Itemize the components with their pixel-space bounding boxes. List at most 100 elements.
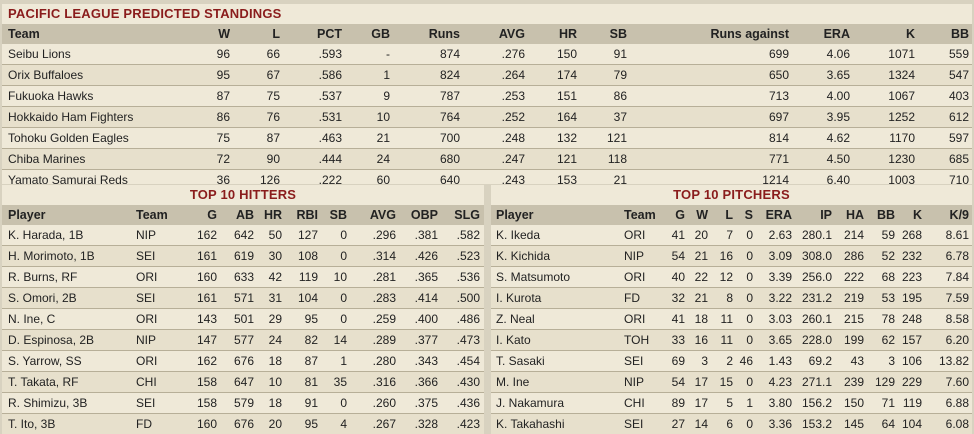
hitters-cell[interactable]: T. Takata, RF [8,375,79,389]
pitchers-row: Z. Neal ORI 41 18 11 0 3.03 260.1 215 78 248 8.58 [491,308,972,329]
pitchers-cell: 32 [671,291,685,305]
standings-cell: 3.65 [826,68,850,82]
pitchers-cell: 43 [850,354,864,368]
standings-cell: 86 [216,110,230,124]
pitchers-col-header[interactable]: K [912,208,922,222]
pitchers-col-header[interactable]: HA [845,208,864,222]
pitchers-col-header[interactable]: K/9 [949,208,969,222]
hitters-cell: .381 [414,228,438,242]
standings-cell[interactable]: Hokkaido Ham Fighters [8,110,134,124]
standings-col-header[interactable]: L [272,27,280,41]
standings-col-header[interactable]: W [218,27,230,41]
standings-cell[interactable]: Seibu Lions [8,47,71,61]
standings-cell[interactable]: Orix Buffaloes [8,68,84,82]
pitchers-cell: SEI [624,354,644,368]
hitters-col-header[interactable]: Player [8,208,46,222]
hitters-cell[interactable]: R. Burns, RF [8,270,78,284]
hitters-cell: .436 [456,396,480,410]
hitters-col-header[interactable]: AB [235,208,254,222]
standings-col-header[interactable]: Team [8,27,40,41]
pitchers-cell: 7.60 [945,375,969,389]
hitters-cell[interactable]: D. Espinosa, 2B [8,333,95,347]
pitchers-cell[interactable]: I. Kurota [496,291,542,305]
pitchers-cell: 68 [881,270,895,284]
hitters-cell: 162 [196,228,217,242]
hitters-cell[interactable]: S. Omori, 2B [8,291,77,305]
hitters-cell: 4 [340,417,347,431]
pitchers-cell: 0 [746,270,753,284]
hitters-col-header[interactable]: SB [329,208,347,222]
pitchers-cell: 33 [671,333,685,347]
pitchers-cell: 21 [694,249,708,263]
hitters-col-header[interactable]: AVG [369,208,396,222]
standings-col-header[interactable]: GB [371,27,390,41]
pitchers-cell: 2 [726,354,733,368]
pitchers-cell[interactable]: I. Kato [496,333,531,347]
pitchers-cell[interactable]: K. Ikeda [496,228,541,242]
standings-col-header[interactable]: K [905,27,915,41]
hitters-cell[interactable]: H. Morimoto, 1B [8,249,95,263]
hitters-title: TOP 10 HITTERS [189,187,297,202]
hitters-cell: 95 [304,312,318,326]
pitchers-col-header[interactable]: G [675,208,685,222]
hitters-cell: 162 [196,354,217,368]
hitters-cell: NIP [136,333,157,347]
hitters-cell[interactable]: T. Ito, 3B [8,417,56,431]
standings-col-header[interactable]: PCT [317,27,342,41]
standings-cell[interactable]: Chiba Marines [8,152,86,166]
hitters-col-header[interactable]: Team [136,208,168,222]
pitchers-col-header[interactable]: S [744,208,753,222]
pitchers-col-header[interactable]: ERA [765,208,792,222]
standings-col-header[interactable]: SB [609,27,627,41]
hitters-cell: 0 [340,396,347,410]
pitchers-col-header[interactable]: Team [624,208,656,222]
pitchers-cell: 3.09 [768,249,792,263]
pitchers-col-header[interactable]: IP [820,208,832,222]
standings-col-header[interactable]: AVG [498,27,525,41]
pitchers-cell: CHI [624,396,645,410]
hitters-cell[interactable]: R. Shimizu, 3B [8,396,88,410]
standings-col-header[interactable]: Runs against [710,27,790,41]
hitters-col-header[interactable]: G [207,208,217,222]
pitchers-cell[interactable]: M. Ine [496,375,530,389]
pitchers-cell: 214 [843,228,864,242]
standings-col-header[interactable]: HR [558,27,577,41]
standings-col-header[interactable]: BB [950,27,969,41]
standings-cell: 153 [556,173,577,187]
standings-cell[interactable]: Yamato Samurai Reds [8,173,128,187]
pitchers-cell[interactable]: S. Matsumoto [496,270,571,284]
pitchers-cell[interactable]: Z. Neal [496,312,535,326]
hitters-cell[interactable]: N. Ine, C [8,312,56,326]
pitchers-col-header[interactable]: Player [496,208,534,222]
hitters-col-header[interactable]: OBP [410,208,438,222]
standings-cell[interactable]: Fukuoka Hawks [8,89,94,103]
hitters-cell: .582 [456,228,480,242]
pitchers-col-header[interactable]: BB [876,208,895,222]
pitchers-cell: 3.80 [768,396,792,410]
hitters-cell[interactable]: K. Harada, 1B [8,228,84,242]
pitchers-cell: ORI [624,270,646,284]
pitchers-col-header[interactable]: L [725,208,733,222]
pitchers-cell[interactable]: T. Sasaki [496,354,545,368]
hitters-col-header[interactable]: RBI [296,208,318,222]
pitchers-cell: 248 [901,312,922,326]
pitchers-title: TOP 10 PITCHERS [673,187,790,202]
pitchers-cell: 119 [902,396,922,410]
pitchers-cell[interactable]: K. Kichida [496,249,551,263]
pitchers-cell: 62 [881,333,895,347]
hitters-cell: .343 [414,354,438,368]
pitchers-cell: 150 [843,396,864,410]
pitchers-col-header[interactable]: W [696,208,708,222]
pitchers-cell: 0 [746,228,753,242]
hitters-col-header[interactable]: SLG [454,208,480,222]
standings-col-header[interactable]: Runs [428,27,460,41]
pitchers-cell: 54 [671,249,685,263]
pitchers-cell[interactable]: J. Nakamura [496,396,565,410]
pitchers-cell: 3.22 [768,291,792,305]
pitchers-cell[interactable]: K. Takahashi [496,417,565,431]
standings-cell: .247 [501,152,525,166]
hitters-col-header[interactable]: HR [263,208,282,222]
standings-col-header[interactable]: ERA [823,27,850,41]
standings-cell[interactable]: Tohoku Golden Eagles [8,131,129,145]
hitters-cell[interactable]: S. Yarrow, SS [8,354,82,368]
